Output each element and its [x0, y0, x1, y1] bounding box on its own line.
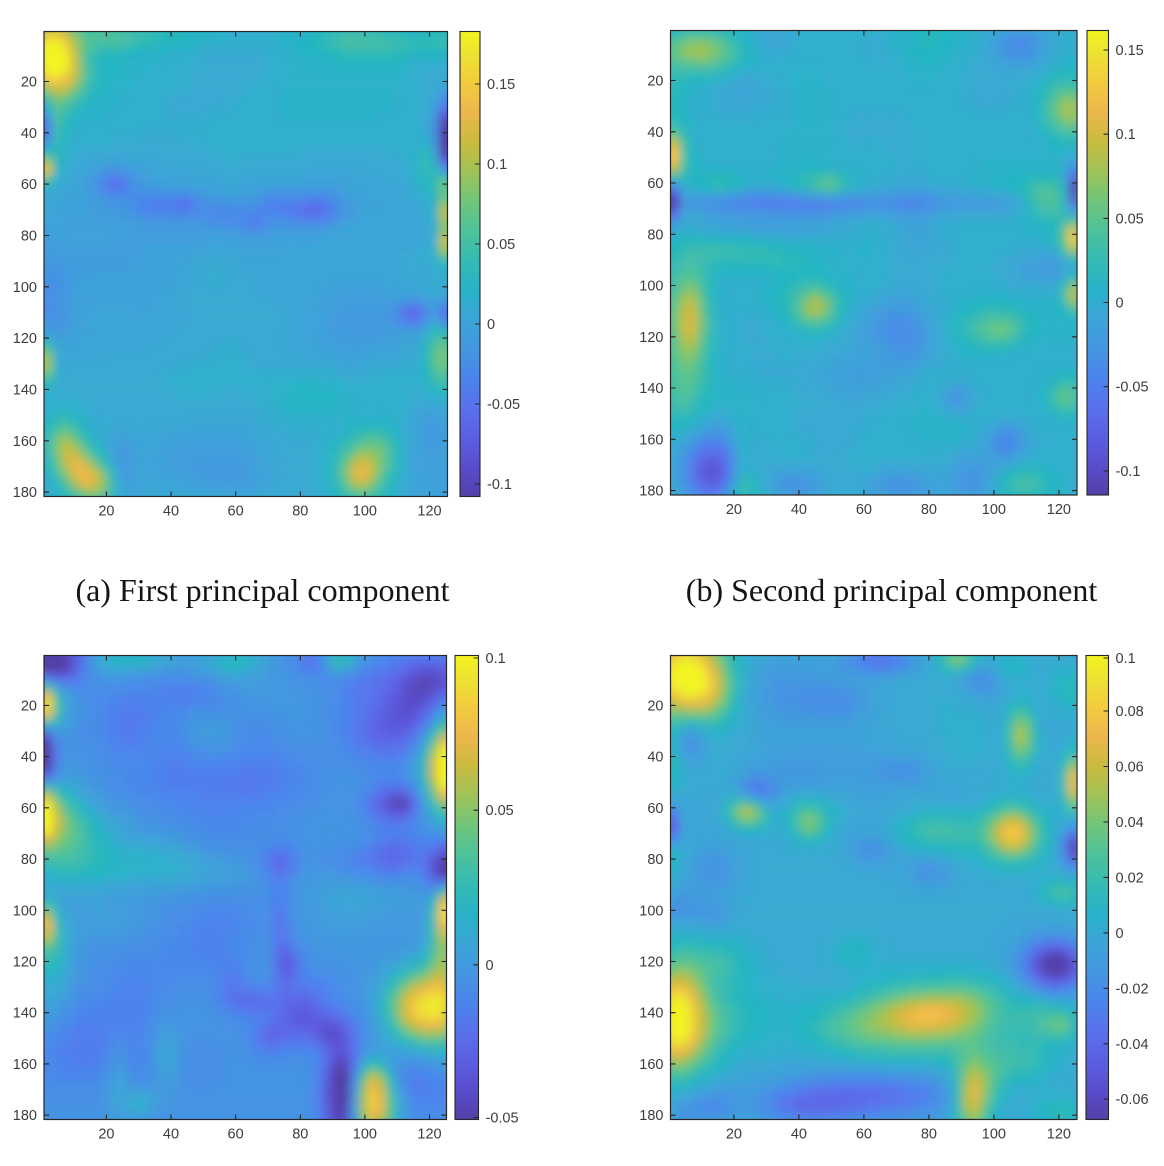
svg-text:40: 40 — [791, 502, 807, 518]
svg-text:0.15: 0.15 — [1116, 43, 1144, 59]
svg-text:140: 140 — [13, 382, 37, 398]
svg-text:120: 120 — [13, 955, 37, 971]
svg-text:20: 20 — [98, 504, 114, 520]
svg-text:120: 120 — [1047, 502, 1071, 518]
svg-text:40: 40 — [21, 750, 37, 766]
svg-text:80: 80 — [921, 502, 937, 518]
svg-text:120: 120 — [13, 331, 37, 347]
svg-text:20: 20 — [21, 698, 37, 714]
svg-text:60: 60 — [228, 1127, 244, 1143]
svg-text:0.1: 0.1 — [486, 651, 506, 667]
svg-text:20: 20 — [98, 1127, 114, 1143]
svg-text:60: 60 — [21, 801, 37, 817]
svg-text:-0.05: -0.05 — [1116, 380, 1149, 396]
svg-text:0.05: 0.05 — [1116, 211, 1144, 227]
svg-text:140: 140 — [639, 381, 663, 397]
svg-text:140: 140 — [13, 1006, 37, 1022]
svg-text:60: 60 — [856, 502, 872, 518]
svg-text:40: 40 — [163, 504, 179, 520]
svg-text:0: 0 — [487, 317, 495, 333]
svg-text:20: 20 — [726, 502, 742, 518]
svg-text:20: 20 — [647, 74, 663, 90]
svg-text:-0.05: -0.05 — [486, 1111, 519, 1127]
svg-text:40: 40 — [163, 1127, 179, 1143]
svg-text:0.1: 0.1 — [1116, 127, 1136, 143]
svg-text:180: 180 — [639, 484, 663, 500]
svg-text:-0.1: -0.1 — [487, 477, 512, 493]
svg-text:0: 0 — [486, 958, 494, 974]
svg-text:60: 60 — [228, 504, 244, 520]
svg-text:80: 80 — [21, 229, 37, 245]
svg-text:80: 80 — [292, 504, 308, 520]
svg-text:160: 160 — [639, 432, 663, 448]
svg-text:180: 180 — [13, 485, 37, 501]
svg-text:100: 100 — [13, 903, 37, 919]
svg-text:40: 40 — [647, 125, 663, 141]
svg-text:60: 60 — [647, 176, 663, 192]
svg-text:100: 100 — [13, 280, 37, 296]
svg-text:0.05: 0.05 — [486, 803, 514, 819]
svg-text:40: 40 — [21, 126, 37, 142]
svg-text:60: 60 — [21, 177, 37, 193]
svg-text:0.15: 0.15 — [487, 77, 515, 93]
svg-text:0.05: 0.05 — [487, 237, 515, 253]
svg-text:100: 100 — [982, 502, 1006, 518]
svg-text:100: 100 — [353, 504, 377, 520]
svg-text:180: 180 — [13, 1108, 37, 1124]
svg-text:0: 0 — [1116, 296, 1124, 312]
svg-text:100: 100 — [639, 279, 663, 295]
svg-text:120: 120 — [417, 1127, 441, 1143]
svg-text:80: 80 — [21, 852, 37, 868]
svg-text:-0.1: -0.1 — [1116, 464, 1141, 480]
svg-text:80: 80 — [647, 227, 663, 243]
svg-text:160: 160 — [13, 434, 37, 450]
svg-text:120: 120 — [639, 330, 663, 346]
svg-text:20: 20 — [21, 75, 37, 91]
svg-text:80: 80 — [292, 1127, 308, 1143]
svg-text:0.1: 0.1 — [487, 157, 507, 173]
svg-text:-0.05: -0.05 — [487, 397, 520, 413]
svg-text:160: 160 — [13, 1057, 37, 1073]
svg-text:120: 120 — [417, 504, 441, 520]
svg-text:100: 100 — [353, 1127, 377, 1143]
